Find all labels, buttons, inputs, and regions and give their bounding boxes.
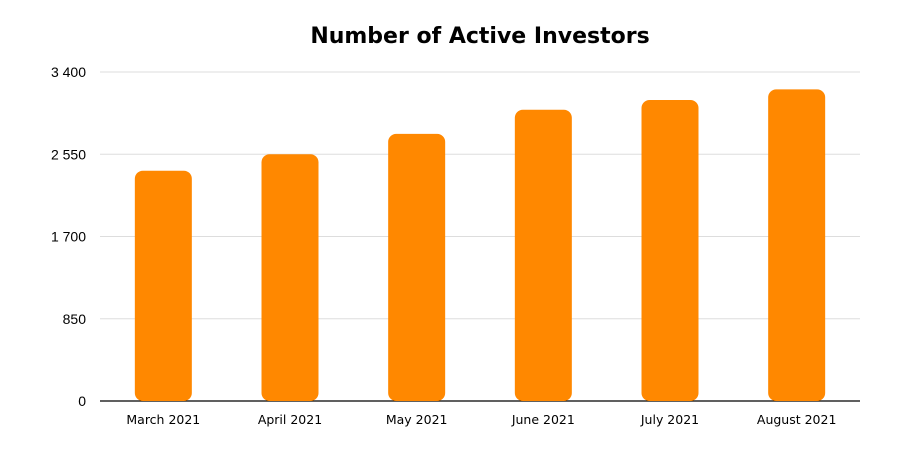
bar bbox=[641, 100, 699, 401]
chart-title: Number of Active Investors bbox=[310, 24, 650, 49]
y-tick-label: 1 700 bbox=[51, 229, 86, 245]
x-tick-label: March 2021 bbox=[126, 412, 200, 427]
y-axis-ticks: 0 850 1 700 2 550 3 400 bbox=[51, 64, 86, 409]
x-tick-label: May 2021 bbox=[386, 412, 448, 427]
bar bbox=[134, 170, 192, 401]
y-tick-label: 850 bbox=[63, 311, 87, 327]
y-tick-label: 3 400 bbox=[51, 64, 86, 80]
bar bbox=[261, 154, 319, 401]
y-tick-label: 2 550 bbox=[51, 146, 86, 162]
x-tick-label: June 2021 bbox=[511, 412, 575, 427]
bar bbox=[514, 109, 572, 402]
x-axis-ticks: March 2021 April 2021 May 2021 June 2021 Jul… bbox=[126, 412, 836, 427]
x-tick-label: April 2021 bbox=[258, 412, 322, 427]
x-tick-label: August 2021 bbox=[757, 412, 837, 427]
x-tick-label: July 2021 bbox=[640, 412, 699, 427]
y-tick-label: 0 bbox=[78, 393, 86, 409]
gridlines bbox=[100, 71, 860, 402]
bars bbox=[134, 89, 826, 402]
bar bbox=[388, 133, 446, 401]
bar bbox=[768, 89, 826, 401]
